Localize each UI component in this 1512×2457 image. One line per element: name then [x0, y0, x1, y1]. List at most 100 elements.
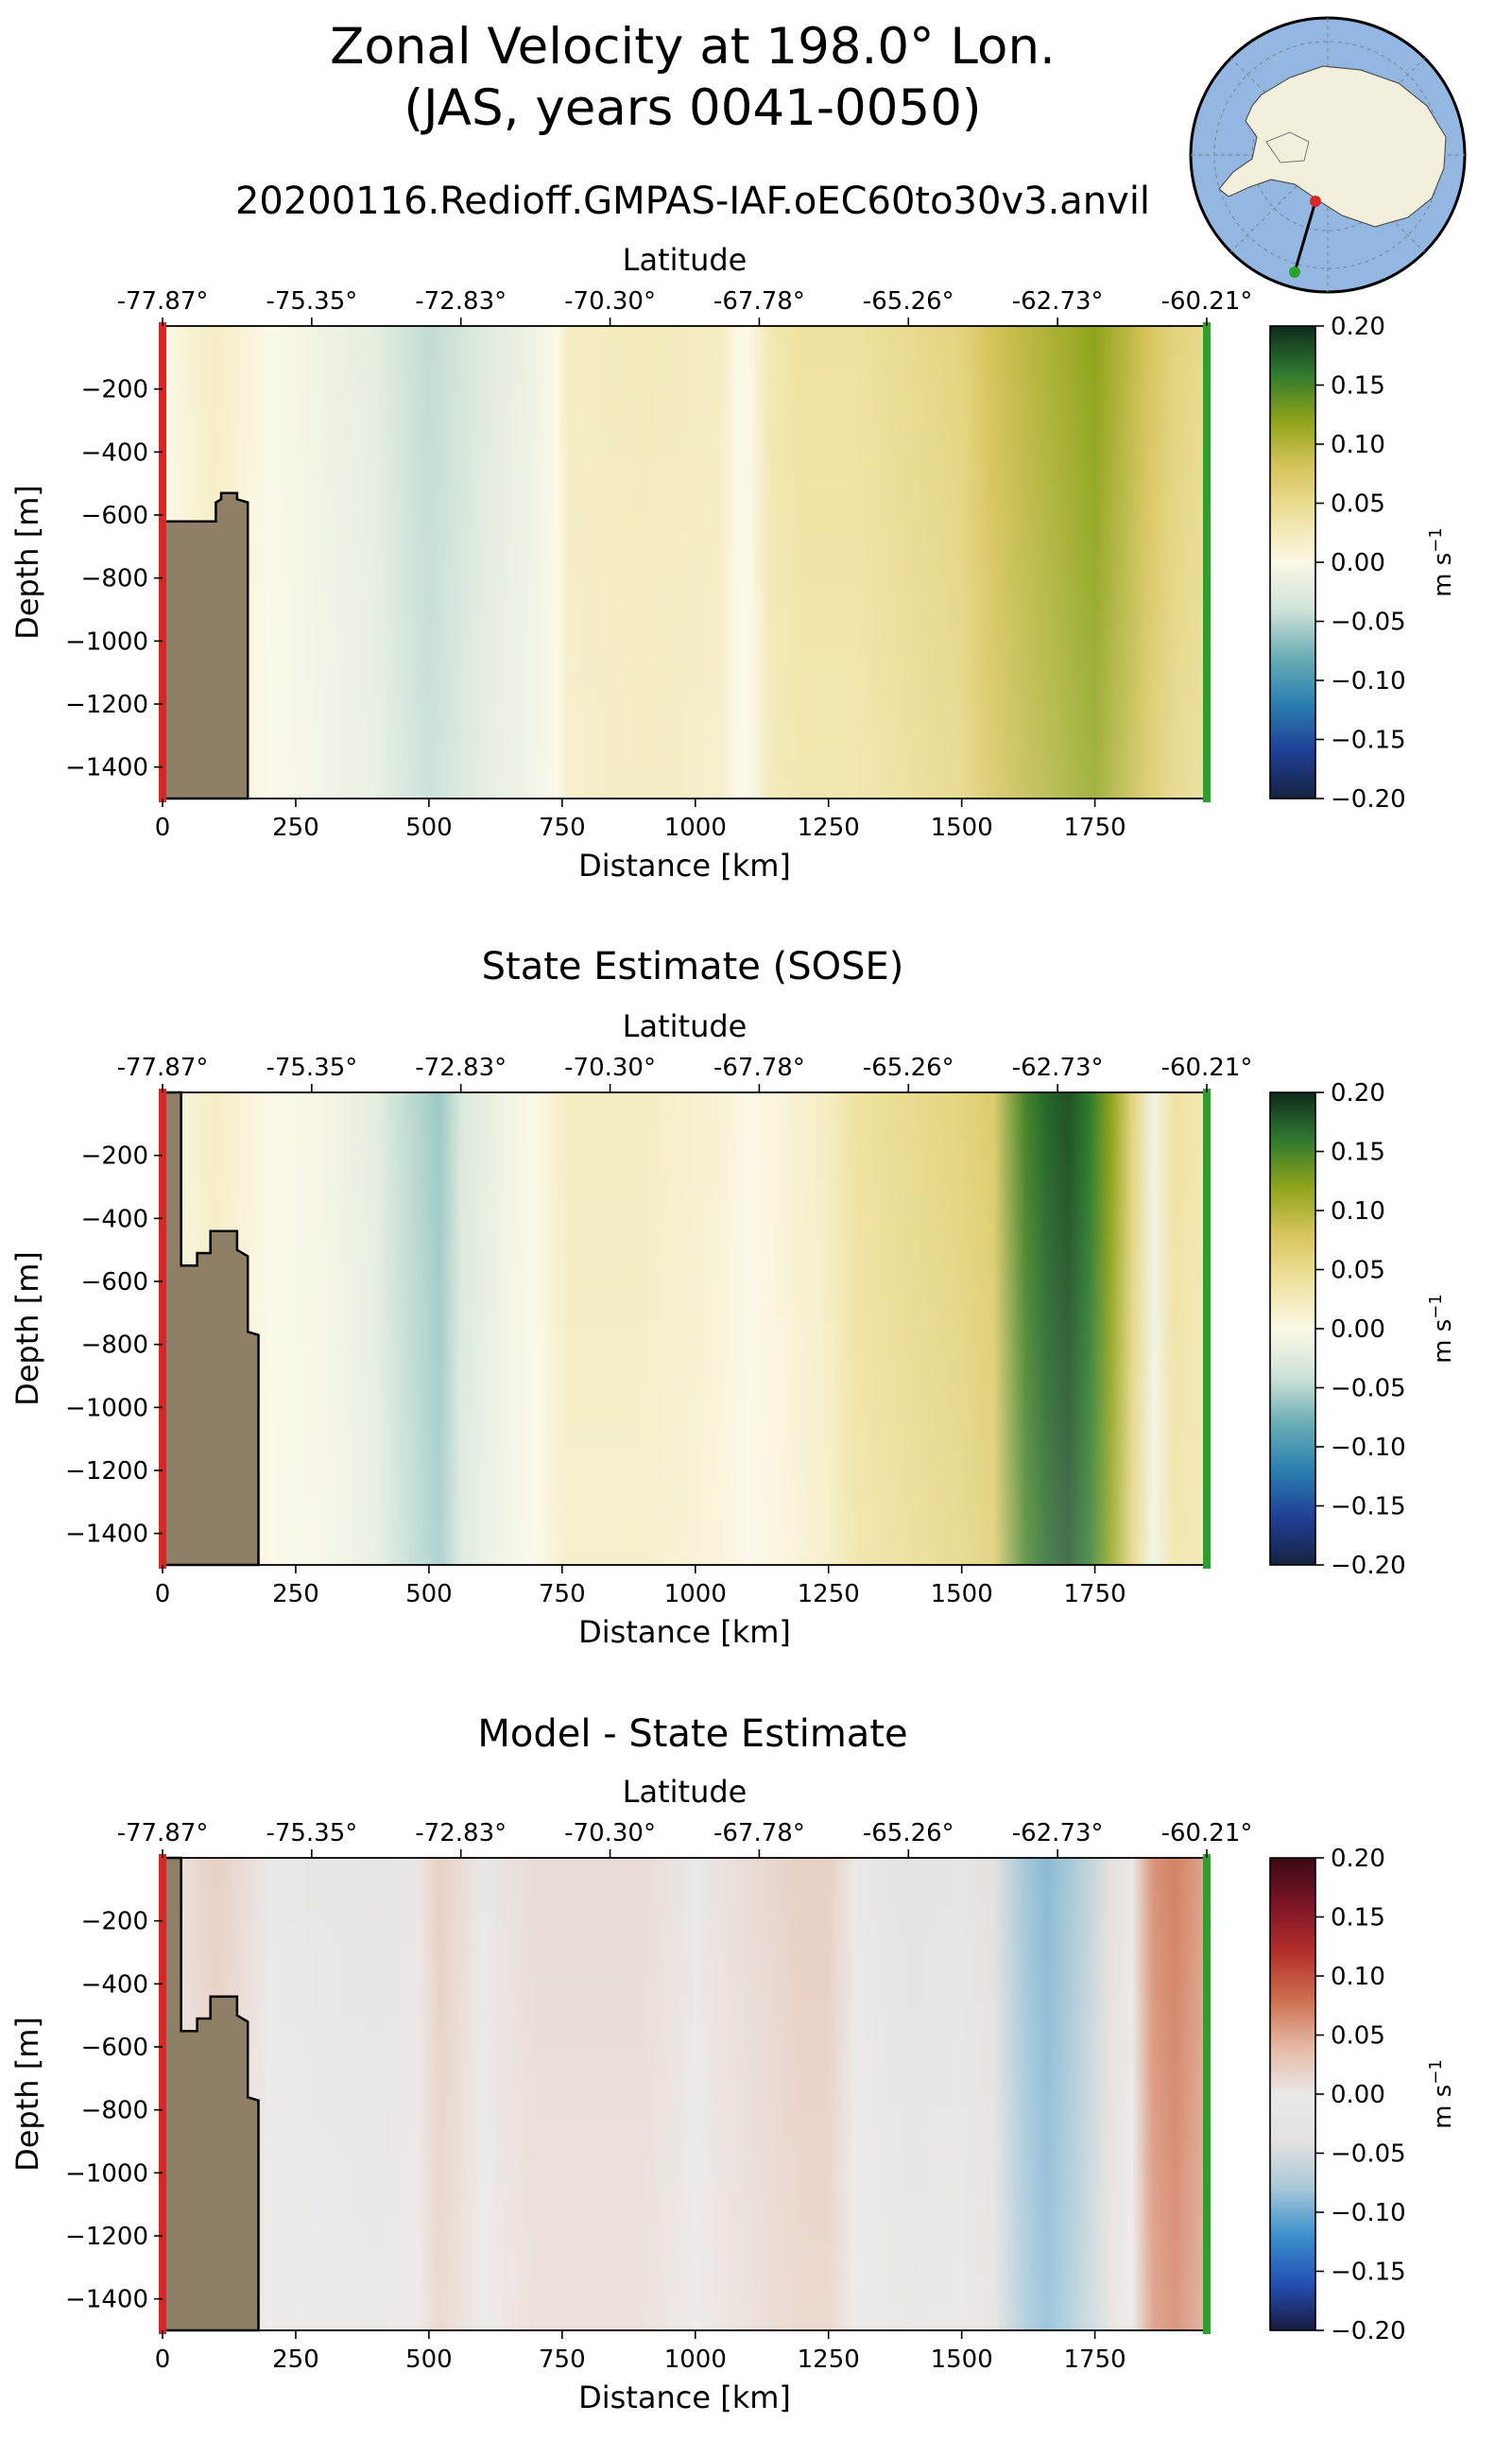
colorbar-tick-label: −0.10	[1331, 2199, 1406, 2227]
lat-tick-label: -70.30°	[564, 287, 656, 316]
lat-tick-label: -77.87°	[117, 1054, 209, 1082]
lat-tick-label: -60.21°	[1161, 1819, 1253, 1847]
run-name-title: 20200116.Redioff.GMPAS-IAF.oEC60to30v3.a…	[234, 180, 1151, 223]
lat-tick-label: -67.78°	[713, 1819, 805, 1847]
y-tick-label: −1400	[65, 1521, 148, 1549]
seafloor-bathymetry	[161, 491, 249, 800]
chart-panel-1: 0 250 500 750 1000 1250 1500 1750 Distance [km] −…	[9, 242, 1457, 884]
y-tick-label: −400	[81, 1970, 148, 1999]
x-tick-label: 1500	[931, 1580, 993, 1608]
lat-tick-label: -60.21°	[1161, 287, 1253, 316]
seafloor-bathymetry	[161, 1091, 260, 1567]
colorbar-tick-label: 0.05	[1331, 1257, 1385, 1285]
x-tick-label: 1250	[798, 2345, 860, 2374]
velocity-field-depth-shading	[163, 326, 1207, 799]
colorbar-tick-label: −0.10	[1331, 667, 1406, 696]
colorbar-tick-label: 0.20	[1331, 1845, 1385, 1873]
y-tick-label: −600	[81, 2034, 148, 2062]
lat-tick-label: -62.73°	[1012, 1054, 1104, 1082]
colorbar-tick-label: −0.15	[1331, 1493, 1406, 1521]
colorbar-tick-label: 0.10	[1331, 431, 1385, 459]
colorbar-tick-label: −0.05	[1331, 2140, 1406, 2169]
colorbar-tick-label: 0.15	[1331, 1904, 1385, 1933]
lat-tick-label: -65.26°	[863, 287, 954, 316]
x-tick-label: 250	[272, 1580, 319, 1608]
antarctica-polar-map-icon	[1189, 16, 1467, 294]
lat-tick-label: -70.30°	[564, 1054, 656, 1082]
x-tick-label: 1500	[931, 2345, 993, 2374]
x-tick-label: 1000	[664, 2345, 727, 2374]
chart-panel-3: 0 250 500 750 1000 1250 1500 1750 Distance [km] −…	[9, 1774, 1457, 2415]
colorbar	[1269, 325, 1316, 799]
y-tick-label: −800	[81, 1332, 148, 1360]
y-tick-label: −200	[81, 1143, 148, 1171]
x-tick-label: 750	[539, 814, 586, 842]
x-tick-label: 0	[155, 814, 171, 842]
x-tick-label: 500	[405, 814, 453, 842]
y-tick-label: −1200	[65, 691, 148, 719]
x-tick-label: 0	[155, 2345, 171, 2374]
x-tick-label: 500	[405, 2345, 453, 2374]
colorbar-tick-label: −0.05	[1331, 609, 1406, 637]
y-tick-label: −800	[81, 2097, 148, 2125]
lat-tick-label: -70.30°	[564, 1819, 656, 1847]
x-tick-label: 1000	[664, 814, 727, 842]
x-tick-label: 1750	[1064, 814, 1126, 842]
y-tick-label: −1200	[65, 1457, 148, 1486]
colorbar-tick-label: 0.20	[1331, 313, 1385, 341]
velocity-field-depth-shading	[163, 1858, 1207, 2330]
lat-tick-label: -62.73°	[1012, 1819, 1104, 1847]
colorbar-tick-label: 0.05	[1331, 490, 1385, 519]
x-tick-label: 1000	[664, 1580, 727, 1608]
colorbar-tick-label: −0.15	[1331, 2259, 1406, 2287]
y-tick-label: −1400	[65, 754, 148, 782]
top-axis-label: Latitude	[623, 1008, 747, 1044]
lat-tick-label: -72.83°	[415, 287, 507, 316]
figure-title-line1: Zonal Velocity at 198.0° Lon.	[330, 18, 1056, 76]
colorbar-tick-label: 0.15	[1331, 1139, 1385, 1167]
colorbar-tick-label: 0.10	[1331, 1197, 1385, 1226]
x-tick-label: 1750	[1064, 2345, 1126, 2374]
velocity-field-depth-shading	[163, 1092, 1207, 1565]
x-tick-label: 1750	[1064, 1580, 1126, 1608]
lat-tick-label: -65.26°	[863, 1054, 954, 1082]
x-tick-label: 250	[272, 814, 319, 842]
lat-tick-label: -77.87°	[117, 287, 209, 316]
figure-title-line2: (JAS, years 0041-0050)	[404, 79, 982, 137]
lat-tick-label: -72.83°	[415, 1819, 507, 1847]
x-tick-label: 1250	[798, 1580, 860, 1608]
colorbar-tick-label: 0.00	[1331, 1315, 1385, 1344]
colorbar-label: m s−1	[1426, 527, 1457, 597]
x-axis-label: Distance [km]	[578, 2380, 791, 2415]
colorbar-tick-label: −0.05	[1331, 1375, 1406, 1403]
lat-tick-label: -72.83°	[415, 1054, 507, 1082]
y-tick-label: −1400	[65, 2286, 148, 2314]
x-tick-label: 0	[155, 1580, 171, 1608]
panel-3-title: Model - State Estimate	[477, 1712, 908, 1756]
lat-tick-label: -75.35°	[266, 287, 357, 316]
colorbar	[1269, 1091, 1316, 1566]
lat-tick-label: -62.73°	[1012, 287, 1104, 316]
colorbar-tick-label: 0.05	[1331, 2022, 1385, 2051]
y-axis-label: Depth [m]	[9, 485, 45, 640]
y-tick-label: −200	[81, 1908, 148, 1936]
seafloor-bathymetry	[161, 1856, 260, 2332]
colorbar-tick-label: 0.20	[1331, 1079, 1385, 1108]
colorbar-tick-label: −0.15	[1331, 727, 1406, 755]
x-tick-label: 500	[405, 1580, 453, 1608]
lat-tick-label: -67.78°	[713, 287, 805, 316]
chart-panel-2: 0 250 500 750 1000 1250 1500 1750 Distance [km] −…	[9, 1008, 1457, 1650]
lat-tick-label: -75.35°	[266, 1819, 357, 1847]
colorbar-tick-label: 0.00	[1331, 549, 1385, 577]
lat-tick-label: -77.87°	[117, 1819, 209, 1847]
x-tick-label: 750	[539, 1580, 586, 1608]
y-axis-label: Depth [m]	[9, 1251, 45, 1406]
lat-tick-label: -60.21°	[1161, 1054, 1253, 1082]
y-tick-label: −1000	[65, 2159, 148, 2188]
colorbar-tick-label: 0.00	[1331, 2081, 1385, 2109]
x-tick-label: 1250	[798, 814, 860, 842]
colorbar-tick-label: −0.20	[1331, 2317, 1406, 2345]
x-tick-label: 1500	[931, 814, 993, 842]
panel-2-title: State Estimate (SOSE)	[481, 945, 904, 988]
